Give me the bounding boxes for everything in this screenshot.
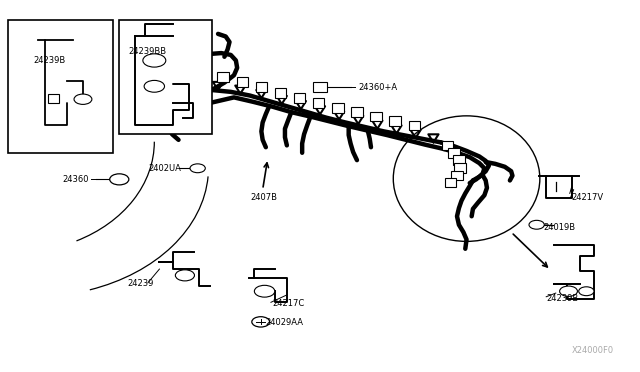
Bar xyxy=(275,88,286,98)
Bar xyxy=(448,148,460,158)
Bar xyxy=(218,72,229,82)
Bar xyxy=(351,108,363,117)
Text: 24239: 24239 xyxy=(127,279,154,288)
Text: 24029AA: 24029AA xyxy=(266,318,304,327)
Text: 24019B: 24019B xyxy=(543,223,575,232)
Text: 2402UA: 2402UA xyxy=(148,164,181,173)
Bar xyxy=(454,163,466,173)
Text: 24360+A: 24360+A xyxy=(358,83,397,92)
Circle shape xyxy=(175,270,195,281)
Circle shape xyxy=(109,174,129,185)
Text: 24217C: 24217C xyxy=(272,299,305,308)
Bar xyxy=(313,99,324,108)
Text: 24239B: 24239B xyxy=(546,294,579,303)
Bar xyxy=(453,155,465,165)
Circle shape xyxy=(559,286,577,296)
Text: 24239BB: 24239BB xyxy=(129,47,167,56)
Bar xyxy=(313,82,327,92)
Text: 24360: 24360 xyxy=(62,175,88,184)
Bar xyxy=(451,171,463,180)
Circle shape xyxy=(144,80,164,92)
Bar xyxy=(255,82,267,92)
Circle shape xyxy=(143,54,166,67)
Bar xyxy=(332,103,344,112)
Circle shape xyxy=(252,317,269,327)
Text: 24239B: 24239B xyxy=(33,56,65,65)
Circle shape xyxy=(190,164,205,173)
Circle shape xyxy=(579,287,594,296)
Bar xyxy=(390,116,401,126)
Bar xyxy=(8,20,113,153)
Circle shape xyxy=(74,94,92,105)
Bar xyxy=(237,77,248,87)
Text: X24000F0: X24000F0 xyxy=(572,346,614,355)
Bar xyxy=(442,141,453,150)
Bar xyxy=(294,93,305,103)
Circle shape xyxy=(529,220,544,229)
Bar xyxy=(408,121,420,130)
Bar xyxy=(445,177,456,187)
Bar xyxy=(119,20,212,134)
Bar xyxy=(48,94,60,103)
Text: 24217V: 24217V xyxy=(572,193,604,202)
Text: 2407B: 2407B xyxy=(250,193,277,202)
Circle shape xyxy=(254,285,275,297)
Bar xyxy=(371,112,382,121)
